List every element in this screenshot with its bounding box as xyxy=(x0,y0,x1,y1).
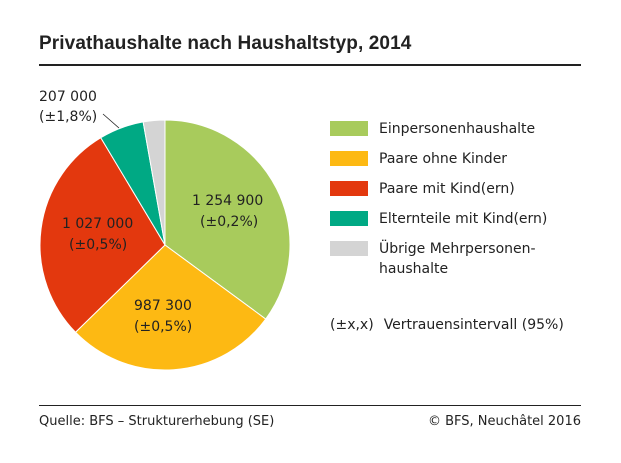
legend-label: Paare ohne Kinder xyxy=(379,151,508,167)
title-rule xyxy=(39,64,581,66)
label-leader-line xyxy=(102,113,120,129)
note-text: Vertrauensintervall (95%) xyxy=(383,317,564,333)
slice-label-ci-2: (±0,5%) xyxy=(69,237,127,253)
copyright-text: © BFS, Neuchâtel 2016 xyxy=(427,414,581,429)
pie-slice-0 xyxy=(164,119,291,320)
legend-label: Elternteile mit Kind(ern) xyxy=(379,211,548,227)
legend-label: Einpersonenhaushalte xyxy=(379,121,536,137)
legend-label: Paare mit Kind(ern) xyxy=(379,181,515,197)
pie-slice-4 xyxy=(142,119,166,246)
legend-label: Übrige Mehrpersonen- xyxy=(379,241,536,257)
slice-label-ci-0: (±0,2%) xyxy=(200,214,258,230)
legend-swatch xyxy=(330,151,368,166)
legend-swatch xyxy=(330,181,368,196)
slice-label-value-1: 987 300 xyxy=(134,298,192,314)
pie-slice-1 xyxy=(74,244,267,371)
pie-slice-2 xyxy=(39,137,166,333)
confidence-note: (±x,x) Vertrauensintervall (95%) xyxy=(330,317,574,333)
footer-rule xyxy=(39,405,581,406)
legend-swatch xyxy=(330,241,368,256)
legend-label-line2: haushalte xyxy=(379,261,449,277)
slice-label-value-2: 1 027 000 xyxy=(62,216,133,232)
legend-swatch xyxy=(330,121,368,136)
slice-label-ci-1: (±0,5%) xyxy=(134,319,192,335)
legend-swatch xyxy=(330,211,368,226)
slice-label-ci-3: (±1,8%) xyxy=(39,109,97,125)
source-text: Quelle: BFS – Strukturerhebung (SE) xyxy=(39,414,275,429)
note-symbol: (±x,x) xyxy=(330,317,374,333)
slice-label-value-0: 1 254 900 xyxy=(192,193,263,209)
slice-label-value-3: 207 000 xyxy=(39,89,97,105)
chart-title: Privathaushalte nach Haushaltstyp, 2014 xyxy=(39,33,412,54)
